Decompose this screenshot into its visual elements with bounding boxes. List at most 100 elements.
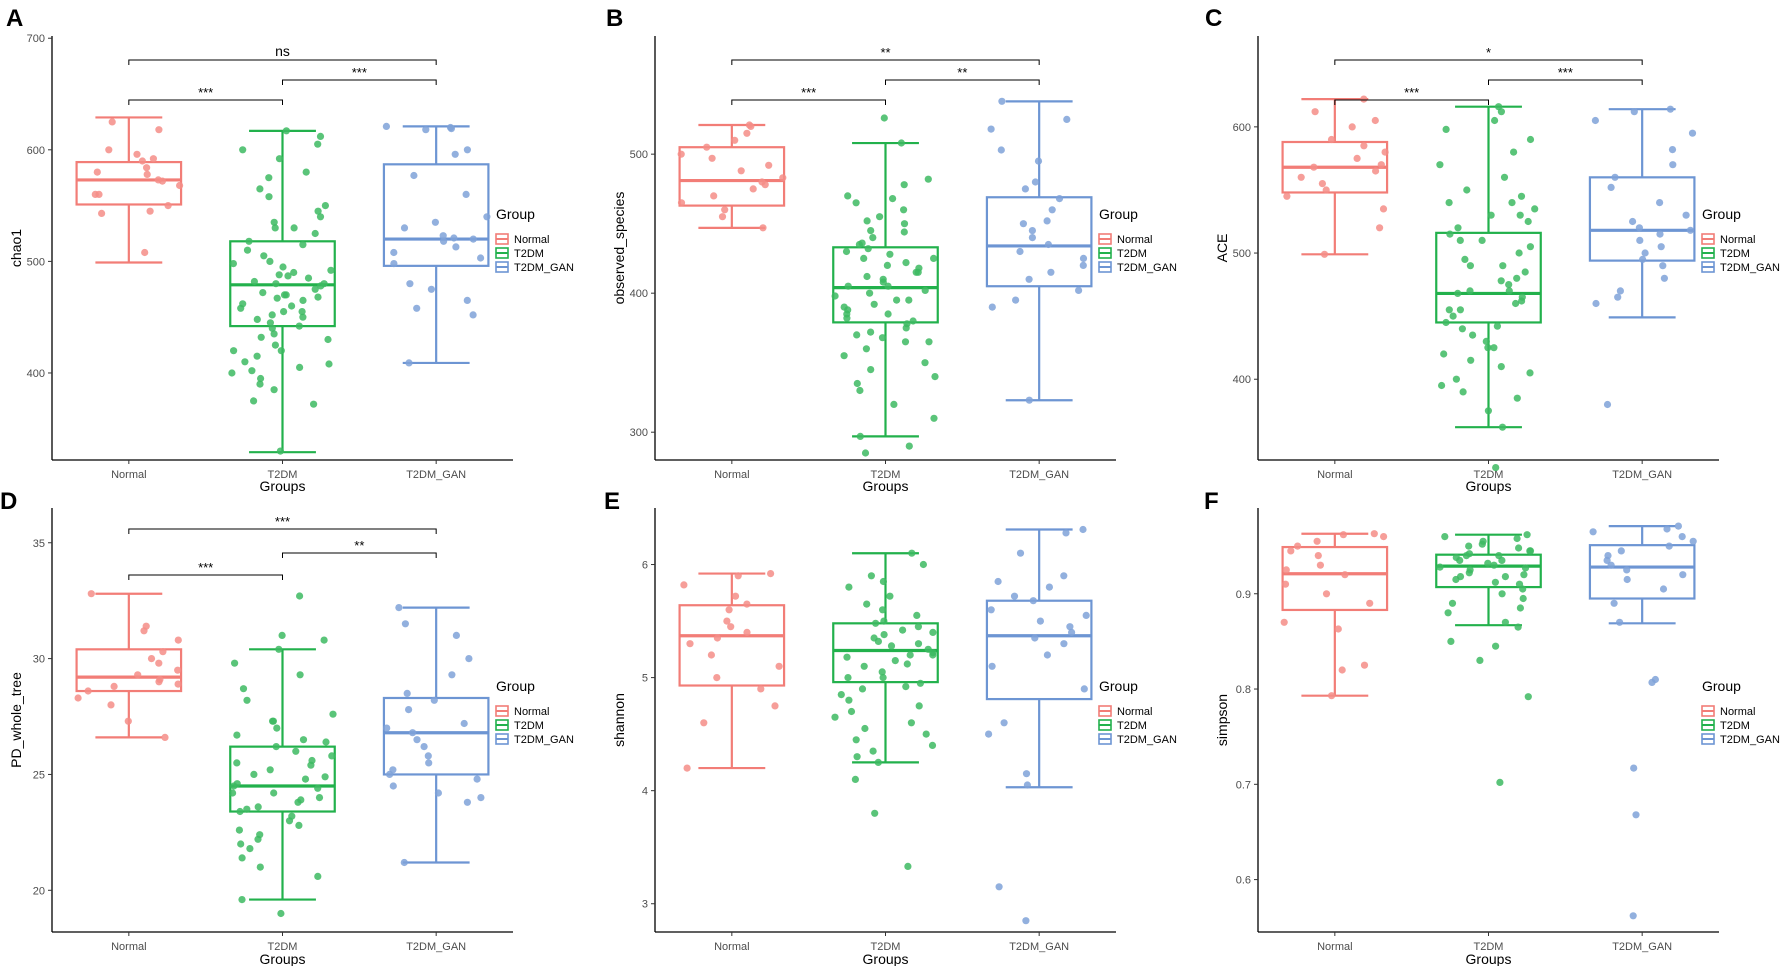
significance-label: ** [880, 45, 890, 60]
data-point [924, 175, 932, 183]
data-point [278, 631, 286, 640]
data-point [390, 260, 398, 268]
box-normal [1281, 532, 1389, 697]
data-point [133, 150, 141, 158]
data-point [413, 304, 421, 312]
data-point [856, 386, 864, 395]
data-point [856, 432, 864, 440]
data-point [1016, 549, 1025, 557]
data-point [1478, 540, 1486, 548]
legend: Group Normal T2DM T2DM_GAN [1098, 206, 1177, 274]
significance-bracket: *** [1334, 85, 1489, 105]
data-point [902, 683, 910, 691]
data-point [452, 631, 460, 640]
data-point [425, 759, 433, 767]
box-normal [678, 572, 786, 770]
data-point [389, 782, 397, 790]
data-point [243, 696, 251, 704]
data-point [174, 636, 182, 644]
data-point [1497, 108, 1505, 116]
data-point [1440, 350, 1448, 358]
data-point [884, 310, 892, 318]
data-point [296, 363, 304, 371]
data-point [1016, 247, 1024, 256]
y-tick-label: 6 [642, 560, 648, 572]
data-point [1656, 199, 1664, 207]
data-point [107, 701, 115, 709]
data-point [483, 213, 491, 221]
data-point [124, 717, 132, 725]
data-point [831, 292, 839, 300]
x-axis-title: Groups [863, 478, 909, 494]
data-point [1287, 547, 1295, 555]
data-point [737, 167, 745, 175]
x-tick-label: T2DM [871, 469, 901, 481]
data-point [1452, 575, 1460, 584]
legend-title: Group [1099, 678, 1138, 694]
data-point [422, 126, 430, 134]
data-point [745, 121, 754, 129]
data-point [1044, 240, 1052, 249]
data-point [880, 631, 888, 639]
data-point [1322, 590, 1331, 598]
data-point [98, 209, 106, 217]
data-point [853, 331, 861, 339]
data-point [253, 352, 261, 360]
data-point [269, 717, 277, 725]
data-point [329, 710, 337, 718]
data-point [477, 254, 485, 262]
data-point [1055, 195, 1064, 203]
legend: Group Normal T2DM T2DM_GAN [495, 678, 574, 746]
data-point [1501, 618, 1509, 626]
significance-label: *** [1558, 65, 1573, 80]
legend-key-t2dm-gan: T2DM_GAN [1098, 733, 1177, 746]
data-point [311, 285, 319, 293]
data-point [900, 228, 908, 236]
box-normal [75, 592, 183, 739]
data-point [174, 680, 182, 688]
data-point [914, 640, 923, 648]
data-point [327, 266, 335, 274]
data-point [1031, 178, 1039, 186]
data-point [270, 218, 278, 226]
data-point [314, 140, 322, 148]
data-point [890, 400, 898, 408]
y-tick-label: 3 [642, 899, 648, 911]
data-point [883, 261, 892, 269]
data-point [316, 213, 325, 221]
data-point [1327, 135, 1336, 144]
data-point [1526, 135, 1535, 144]
x-tick-label: Normal [111, 941, 146, 953]
data-point [1611, 173, 1619, 181]
data-point [1623, 575, 1631, 584]
data-point [460, 719, 468, 728]
data-point [867, 572, 876, 580]
data-point [1610, 599, 1618, 607]
significance-label: *** [352, 65, 367, 80]
data-point [1592, 299, 1600, 308]
y-tick-label: 400 [27, 368, 45, 380]
data-point [1079, 525, 1087, 534]
data-point [916, 679, 925, 687]
data-point [271, 224, 279, 232]
data-point [1446, 230, 1454, 238]
data-point [1516, 211, 1524, 219]
data-point [1025, 275, 1033, 283]
panel-label: B [606, 5, 623, 32]
data-point [721, 206, 729, 214]
data-point [477, 794, 485, 802]
data-point [230, 347, 238, 355]
data-point [1031, 634, 1039, 642]
data-point [878, 668, 886, 676]
data-point [155, 126, 163, 134]
data-point [893, 296, 901, 304]
data-point [451, 150, 459, 158]
data-point [147, 655, 156, 663]
legend-key-normal: Normal [1098, 233, 1152, 246]
significance-bracket: *** [128, 85, 283, 105]
data-point [863, 272, 871, 281]
data-point [861, 449, 870, 457]
x-axis-title: Groups [1466, 478, 1512, 494]
x-axis-title: Groups [863, 951, 909, 966]
box-normal [75, 116, 183, 264]
